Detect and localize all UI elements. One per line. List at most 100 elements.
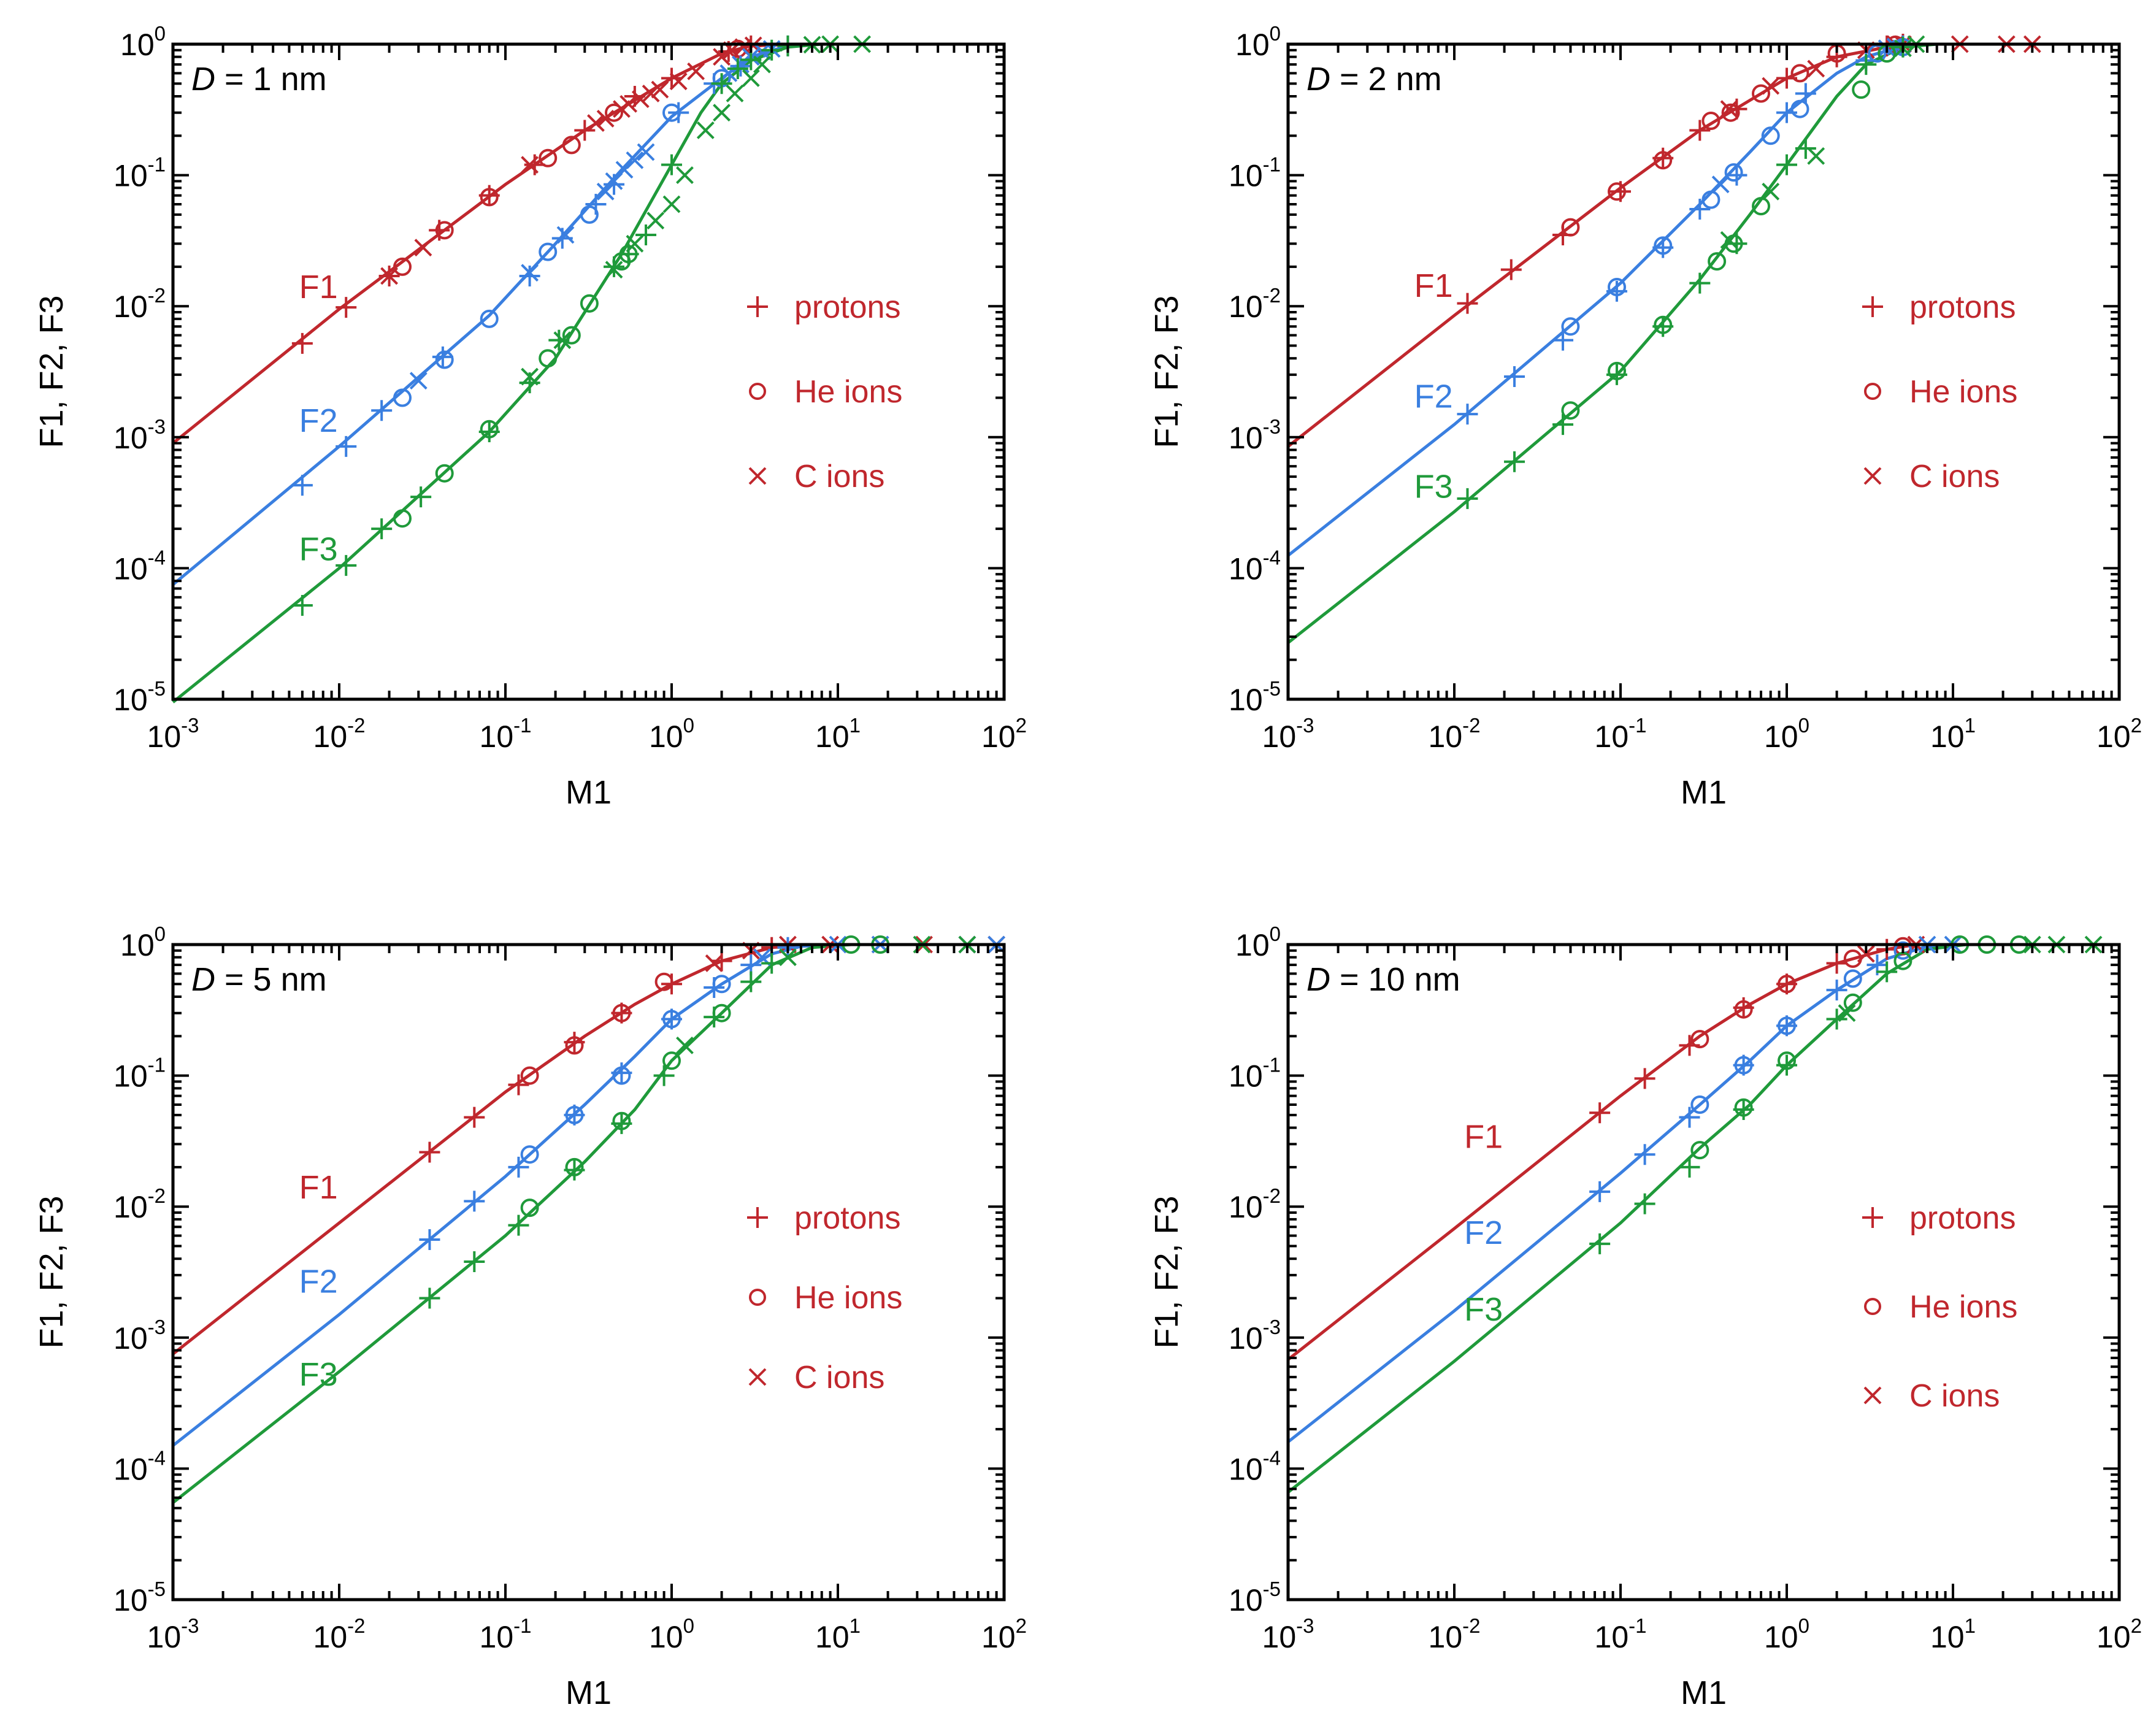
y-tick-label: 10-3: [113, 1316, 166, 1356]
marker-f1-he-ions: [605, 103, 623, 122]
curve-label-f3: F3: [1414, 469, 1453, 505]
marker-f3-he-ions: [1608, 361, 1626, 380]
legend-marker-c-ions: [748, 467, 767, 485]
marker-f1-c-ions: [380, 267, 398, 285]
marker-f2-c-ions: [637, 143, 655, 161]
marker-f1-protons: [508, 1074, 529, 1095]
marker-f3-he-ions: [1561, 401, 1580, 420]
legend-marker-protons: [1862, 1207, 1883, 1228]
marker-f2-protons: [1826, 980, 1847, 1001]
marker-f3-protons: [1679, 1156, 1700, 1178]
y-tick-label: 100: [120, 922, 166, 962]
marker-f3-protons: [1589, 1233, 1611, 1254]
y-axis-label: F1, F2, F3: [33, 1195, 70, 1348]
curve-label-f1: F1: [299, 269, 338, 305]
marker-f3-c-ions: [626, 234, 644, 253]
y-tick-label: 100: [120, 22, 166, 62]
marker-f3-protons: [661, 154, 682, 175]
marker-f1-c-ions: [1807, 59, 1825, 78]
marker-f1-he-ions: [435, 221, 454, 240]
x-tick-label: 101: [1930, 714, 1976, 754]
marker-f3-protons: [1826, 1008, 1847, 1030]
legend-marker-he-ions: [1864, 383, 1881, 400]
marker-f3-protons: [1795, 138, 1816, 159]
marker-f2-he-ions: [1843, 969, 1862, 988]
marker-f3-he-ions: [1654, 315, 1673, 334]
marker-f2-he-ions: [612, 1066, 631, 1085]
marker-f1-he-ions: [1690, 1030, 1709, 1049]
curve-f3: [1287, 42, 2119, 644]
panel-title: D = 5 nm: [191, 961, 327, 998]
legend-marker-he-ions: [749, 383, 766, 400]
x-tick-label: 102: [2097, 1614, 2142, 1654]
y-axis-label: F1, F2, F3: [1148, 295, 1185, 448]
marker-f3-protons: [711, 73, 732, 94]
marker-f1-he-ions: [1778, 975, 1796, 994]
legend-label-he-ions: He ions: [1909, 374, 2017, 410]
x-tick-label: 102: [981, 714, 1027, 754]
curve-label-f1: F1: [1414, 267, 1453, 304]
legend-marker-c-ions: [1863, 1386, 1882, 1405]
marker-f3-c-ions: [662, 195, 681, 213]
y-tick-label: 10-1: [113, 153, 166, 193]
marker-f1-c-ions: [669, 72, 688, 91]
marker-f1-c-ions: [587, 114, 605, 132]
marker-f3-c-ions: [676, 166, 694, 185]
marker-f3-he-ions: [1843, 993, 1862, 1012]
marker-f3-he-ions: [539, 349, 558, 368]
marker-f2-he-ions: [1701, 190, 1721, 209]
legend-marker-protons: [747, 1207, 768, 1228]
marker-f1-he-ions: [520, 1066, 539, 1085]
y-tick-label: 10-4: [113, 1446, 166, 1486]
marker-f1-c-ions: [1720, 100, 1738, 118]
marker-f2-protons: [336, 435, 357, 457]
marker-f2-he-ions: [480, 309, 499, 328]
marker-f3-c-ions: [1838, 1004, 1856, 1022]
marker-f1-protons: [1634, 1068, 1655, 1089]
marker-f1-c-ions: [713, 48, 731, 66]
marker-f1-protons: [1500, 259, 1522, 280]
marker-f2-c-ions: [556, 226, 575, 244]
marker-f2-he-ions: [662, 1010, 681, 1029]
marker-f1-c-ions: [1857, 945, 1875, 963]
y-tick-label: 10-5: [1229, 1578, 1281, 1617]
y-tick-label: 10-3: [1229, 415, 1281, 455]
y-tick-label: 10-4: [113, 546, 166, 586]
marker-f3-c-ions: [521, 367, 539, 386]
marker-f3-protons: [464, 1251, 485, 1272]
marker-f3-protons: [410, 486, 432, 508]
marker-f2-he-ions: [1608, 278, 1626, 296]
marker-f1-protons: [1589, 1102, 1611, 1124]
marker-f2-protons: [1504, 366, 1525, 388]
marker-f2-he-ions: [393, 388, 412, 407]
marker-f3-protons: [1504, 451, 1525, 472]
marker-f3-protons: [291, 595, 313, 616]
legend-label-protons: protons: [794, 290, 900, 325]
marker-f2-protons: [1795, 83, 1816, 104]
marker-f2-he-ions: [1561, 317, 1580, 336]
marker-f2-he-ions: [1778, 1016, 1796, 1035]
x-tick-label: 100: [1764, 1614, 1809, 1654]
x-tick-label: 10-2: [1429, 714, 1481, 754]
curve-f3: [172, 943, 1004, 1504]
y-tick-label: 10-1: [1229, 1054, 1281, 1094]
marker-f1-protons: [1826, 953, 1847, 974]
curve-label-f2: F2: [299, 402, 338, 439]
marker-f2-protons: [419, 1229, 440, 1250]
marker-f3-he-ions: [520, 1199, 539, 1218]
marker-f1-he-ions: [612, 1003, 631, 1022]
marker-f1-he-ions: [1654, 151, 1673, 170]
marker-f3-c-ions: [696, 121, 715, 139]
curve-label-f2: F2: [299, 1264, 338, 1300]
marker-f3-protons: [1689, 272, 1711, 294]
marker-f2-he-ions: [1761, 126, 1780, 145]
x-tick-label: 10-1: [480, 714, 532, 754]
marker-f2-c-ions: [409, 372, 428, 390]
marker-f1-protons: [464, 1107, 485, 1128]
marker-f3-he-ions: [393, 509, 412, 528]
x-tick-label: 101: [1930, 1614, 1976, 1654]
legend-label-c-ions: C ions: [1909, 1378, 2000, 1414]
curve-label-f1: F1: [299, 1169, 338, 1206]
marker-f1-c-ions: [620, 94, 638, 113]
marker-f1-c-ions: [1762, 77, 1780, 95]
